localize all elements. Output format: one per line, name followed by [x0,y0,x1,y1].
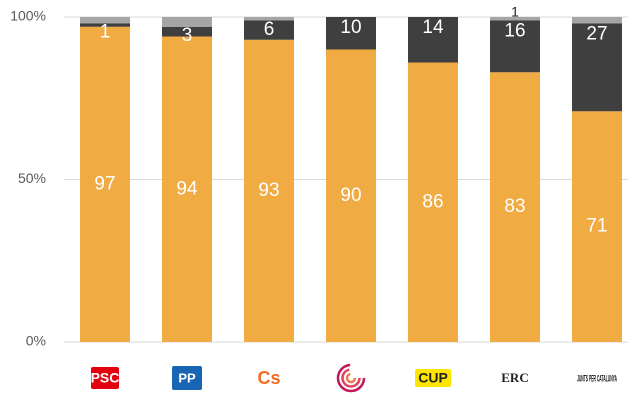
bar-segment [572,111,622,342]
y-tick-label: 0% [26,333,46,349]
value-label: 97 [94,173,115,194]
bar-segment [244,39,294,342]
bar-segment [162,17,212,27]
bar-segment [162,26,212,37]
party-logo: PP [172,366,202,390]
x-tick-label: ERC [501,370,528,385]
value-label: 6 [264,19,275,40]
logo-ring [336,363,366,393]
party-logo: PSC [91,367,120,389]
x-tick-label: CUP [418,370,448,386]
bar-segment [572,17,622,24]
value-label: 94 [176,178,198,199]
value-label: 3 [182,25,193,46]
bar-segment [408,17,458,63]
logo-badge [172,366,202,390]
bar-segment [572,23,622,112]
bar-segment [80,23,130,27]
value-label: 27 [586,24,607,45]
comuns-logo [336,363,366,393]
value-label: 90 [340,185,361,206]
bar-segment [162,36,212,342]
value-label: 1 [100,22,111,43]
value-label: 16 [504,20,525,41]
x-tick-label: PSC [91,370,120,386]
bar-segment [490,72,540,342]
x-tick-label: JUNTS PER CATALUNYA [577,373,617,383]
party-logo: CUP [415,369,451,387]
logo-badge [415,369,451,387]
x-tick-label: Cs [257,368,280,388]
value-label: 1 [511,4,519,20]
party-logo: Cs [257,368,280,388]
bar-segment [326,49,376,342]
logo-badge [91,367,119,389]
party-logo: JUNTS PER CATALUNYA [577,373,617,383]
party-logo: ERC [501,370,528,385]
bar-segment [244,20,294,40]
value-label: 93 [258,180,279,201]
y-tick-label: 50% [18,170,46,186]
bar-segment [80,26,130,342]
y-tick-label: 100% [10,8,46,24]
value-label: 71 [586,216,607,237]
value-label: 14 [422,17,444,38]
logo-ring [341,368,361,388]
value-label: 83 [504,196,525,217]
bar-segment [490,17,540,21]
bar-segment [326,17,376,50]
bar-segment [408,62,458,342]
value-label: 86 [422,191,443,212]
bar-segment [244,17,294,21]
value-label: 10 [340,17,361,38]
logo-ring [345,372,357,384]
x-tick-label: PP [178,370,196,385]
bar-segment [490,20,540,73]
bar-segment [80,17,130,24]
